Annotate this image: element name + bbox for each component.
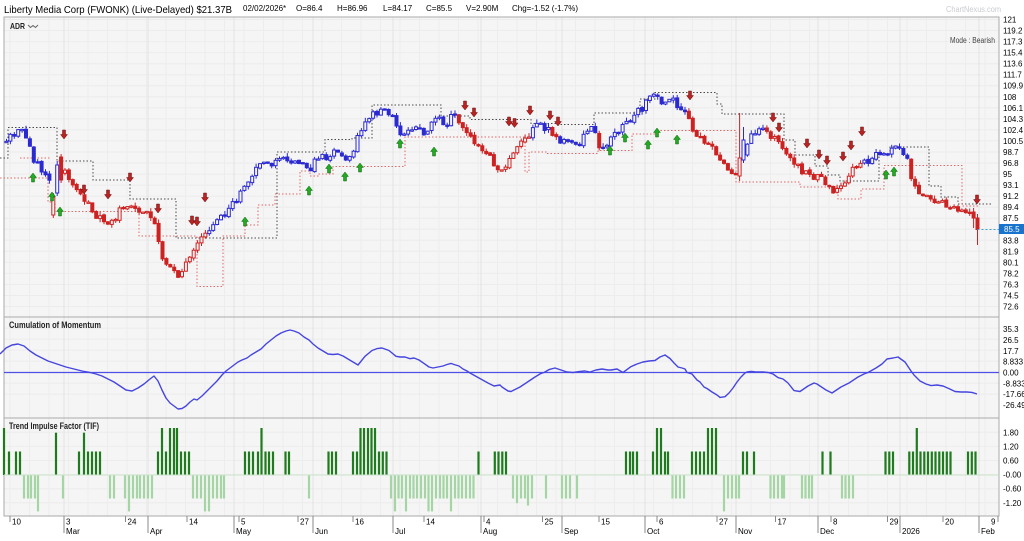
svg-text:109.9: 109.9 (1003, 82, 1024, 91)
svg-text:-1.20: -1.20 (1003, 499, 1022, 508)
svg-text:-17.666: -17.666 (1003, 390, 1024, 399)
svg-text:9: 9 (991, 518, 996, 527)
svg-text:117.3: 117.3 (1003, 38, 1023, 47)
svg-text:Liberty Media Corp (FWONK) (Li: Liberty Media Corp (FWONK) (Live-Delayed… (4, 4, 232, 16)
svg-text:Oct: Oct (647, 527, 660, 536)
svg-text:98.7: 98.7 (1003, 148, 1019, 157)
svg-text:Mar: Mar (66, 527, 80, 536)
svg-text:115.4: 115.4 (1003, 49, 1023, 58)
svg-text:27: 27 (719, 518, 728, 527)
svg-text:96.8: 96.8 (1003, 159, 1019, 168)
svg-text:Cumulation of Momentum: Cumulation of Momentum (9, 320, 101, 330)
svg-text:-8.833: -8.833 (1003, 379, 1024, 388)
svg-text:Jul: Jul (395, 527, 405, 536)
svg-text:Jun: Jun (315, 527, 328, 536)
svg-text:8: 8 (833, 518, 838, 527)
svg-text:-0.60: -0.60 (1003, 485, 1022, 494)
svg-text:20: 20 (945, 518, 954, 527)
svg-text:5: 5 (241, 518, 246, 527)
svg-text:1.80: 1.80 (1003, 428, 1019, 437)
svg-text:35.3: 35.3 (1003, 325, 1019, 334)
svg-text:-26.499: -26.499 (1003, 401, 1024, 410)
svg-text:113.6: 113.6 (1003, 60, 1023, 69)
svg-text:119.2: 119.2 (1003, 27, 1023, 36)
svg-text:10: 10 (12, 518, 21, 527)
svg-text:29: 29 (890, 518, 899, 527)
svg-text:26.5: 26.5 (1003, 336, 1019, 345)
svg-text:91.2: 91.2 (1003, 192, 1019, 201)
svg-text:78.2: 78.2 (1003, 269, 1019, 278)
svg-text:14: 14 (189, 518, 198, 527)
svg-text:102.4: 102.4 (1003, 126, 1024, 135)
svg-text:87.5: 87.5 (1003, 214, 1019, 223)
svg-text:Aug: Aug (483, 527, 497, 536)
svg-text:17: 17 (778, 518, 787, 527)
svg-text:May: May (236, 527, 251, 536)
svg-text:100.5: 100.5 (1003, 137, 1024, 146)
svg-text:-0.00: -0.00 (1003, 471, 1022, 480)
svg-text:Chg=-1.52 (-1.7%): Chg=-1.52 (-1.7%) (512, 4, 578, 13)
svg-text:25: 25 (545, 518, 554, 527)
svg-text:76.3: 76.3 (1003, 281, 1019, 290)
svg-text:V=2.90M: V=2.90M (466, 4, 499, 13)
svg-text:121: 121 (1003, 16, 1017, 25)
svg-text:0.00: 0.00 (1003, 369, 1019, 378)
svg-text:2026: 2026 (902, 527, 920, 536)
svg-text:8.833: 8.833 (1003, 358, 1024, 367)
svg-text:95: 95 (1003, 170, 1012, 179)
svg-text:111.7: 111.7 (1003, 71, 1022, 80)
svg-text:3: 3 (66, 518, 71, 527)
svg-text:Trend Impulse Factor (TIF): Trend Impulse Factor (TIF) (9, 421, 99, 431)
svg-text:80.1: 80.1 (1003, 258, 1019, 267)
svg-text:L=84.17: L=84.17 (383, 4, 413, 13)
svg-text:C=85.5: C=85.5 (426, 4, 453, 13)
svg-text:16: 16 (355, 518, 364, 527)
svg-text:17.7: 17.7 (1003, 347, 1019, 356)
svg-text:Sep: Sep (564, 527, 579, 536)
svg-text:6: 6 (659, 518, 664, 527)
svg-text:Feb: Feb (981, 527, 995, 536)
svg-text:1.20: 1.20 (1003, 442, 1019, 451)
svg-text:0.60: 0.60 (1003, 457, 1019, 466)
svg-text:Nov: Nov (738, 527, 752, 536)
svg-text:14: 14 (426, 518, 435, 527)
svg-text:ADR: ADR (10, 21, 25, 31)
svg-text:72.6: 72.6 (1003, 303, 1019, 312)
svg-text:24: 24 (128, 518, 137, 527)
svg-text:27: 27 (300, 518, 309, 527)
svg-text:4: 4 (486, 518, 491, 527)
svg-text:74.5: 74.5 (1003, 292, 1019, 301)
svg-text:H=86.96: H=86.96 (337, 4, 368, 13)
svg-text:O=86.4: O=86.4 (296, 4, 323, 13)
svg-text:89.4: 89.4 (1003, 203, 1019, 212)
svg-text:108: 108 (1003, 93, 1017, 102)
svg-text:85.5: 85.5 (1004, 225, 1020, 234)
svg-text:106.1: 106.1 (1003, 104, 1024, 113)
svg-text:15: 15 (601, 518, 610, 527)
svg-text:104.3: 104.3 (1003, 115, 1024, 124)
svg-text:83.8: 83.8 (1003, 236, 1019, 245)
svg-text:Mode : Bearish: Mode : Bearish (950, 36, 995, 45)
svg-text:Dec: Dec (820, 527, 834, 536)
svg-text:81.9: 81.9 (1003, 247, 1019, 256)
svg-text:93.1: 93.1 (1003, 181, 1019, 190)
svg-text:Apr: Apr (150, 527, 163, 536)
svg-text:02/02/2026*: 02/02/2026* (243, 4, 286, 13)
svg-text:ChartNexus.com: ChartNexus.com (946, 5, 1001, 14)
